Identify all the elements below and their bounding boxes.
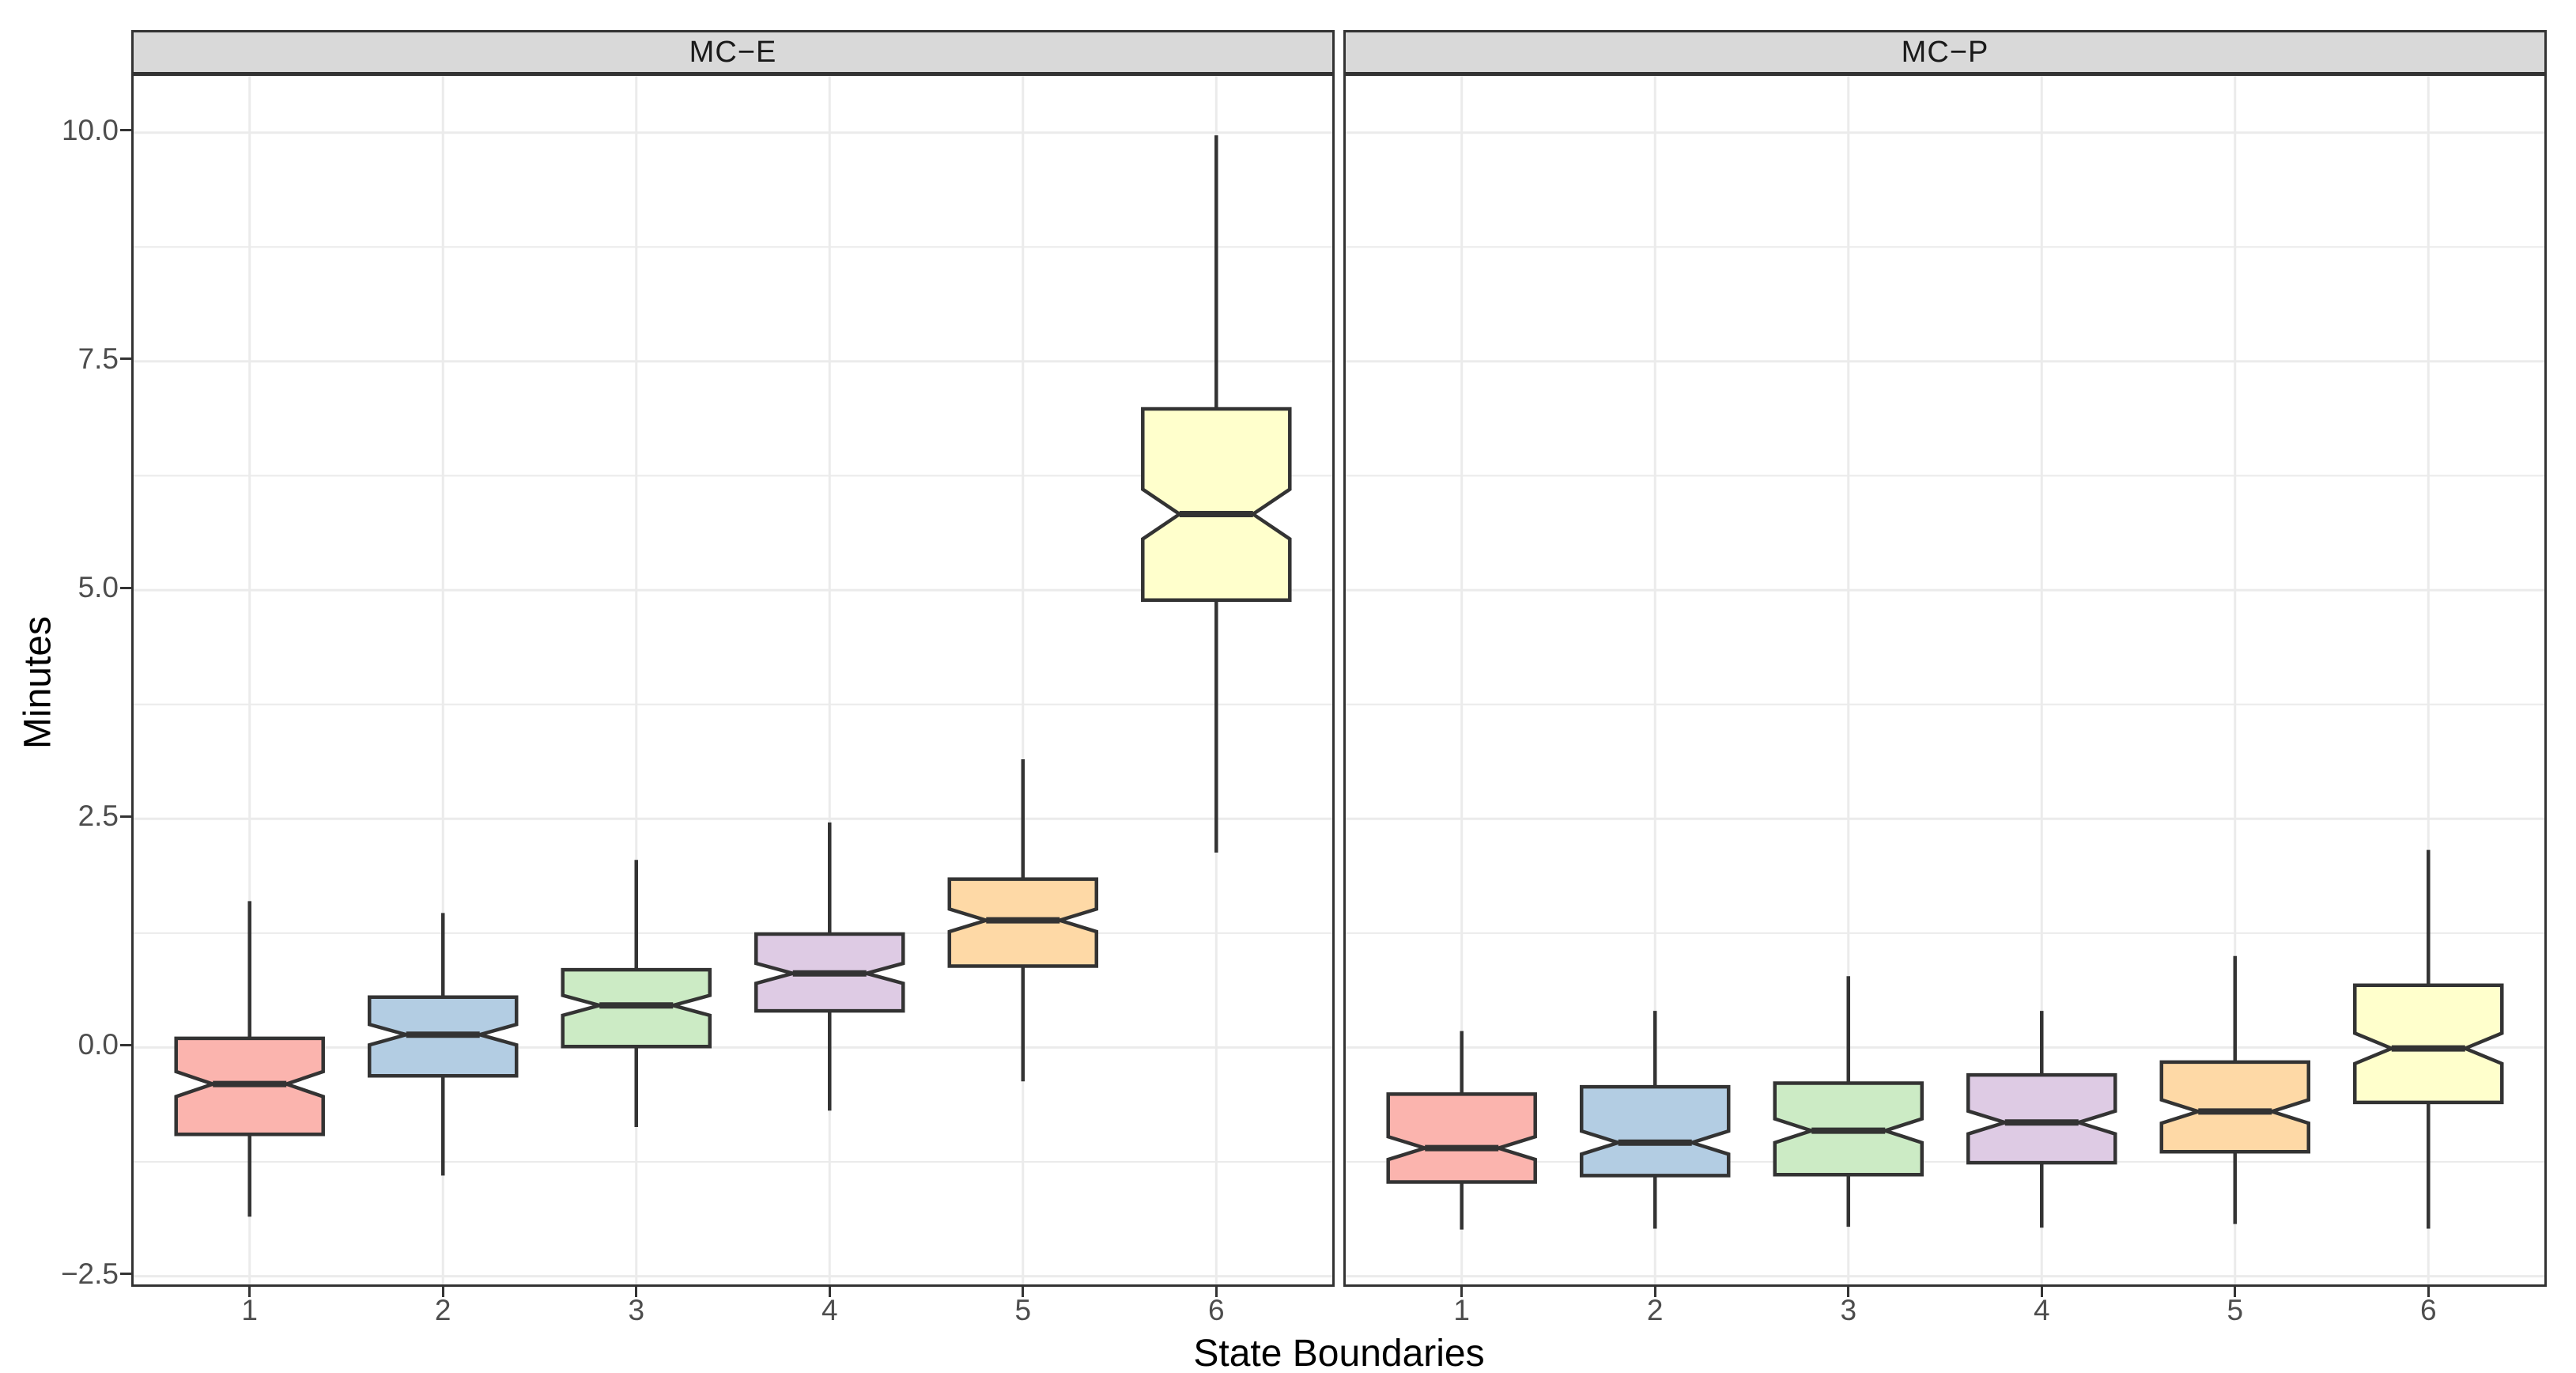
boxplot-box xyxy=(1579,1084,1731,1178)
boxplot-box xyxy=(1141,407,1292,603)
y-tick-mark xyxy=(120,586,131,589)
facet-strip-mc-e: MC−E xyxy=(131,30,1335,74)
x-tick-mark xyxy=(1214,1287,1218,1297)
x-tick-mark xyxy=(1653,1287,1656,1297)
x-tick-mark xyxy=(635,1287,638,1297)
x-tick-label: 6 xyxy=(2419,1294,2437,1326)
y-tick-mark xyxy=(120,1273,131,1276)
y-tick-mark xyxy=(120,129,131,132)
y-tick-mark xyxy=(120,1043,131,1046)
x-tick-label: 5 xyxy=(1014,1294,1032,1326)
y-tick-mark xyxy=(120,815,131,818)
x-tick-mark xyxy=(2040,1287,2043,1297)
boxplot-box xyxy=(2353,983,2504,1105)
x-tick-mark xyxy=(2234,1287,2237,1297)
y-tick-label: 7.5 xyxy=(77,342,119,375)
y-tick-label: 0.0 xyxy=(77,1028,119,1061)
y-tick-mark xyxy=(120,357,131,361)
y-tick-label: 5.0 xyxy=(77,571,119,604)
y-axis-title: Minutes xyxy=(17,615,59,750)
panel-mc-p xyxy=(1343,74,2547,1287)
boxplot-box xyxy=(1386,1092,1537,1184)
x-tick-mark xyxy=(1022,1287,1025,1297)
x-tick-label: 5 xyxy=(2227,1294,2244,1326)
facet-strip-label: MC−P xyxy=(1901,35,1989,69)
x-tick-label: 4 xyxy=(2033,1294,2050,1326)
x-tick-mark xyxy=(441,1287,444,1297)
x-tick-label: 1 xyxy=(1453,1294,1470,1326)
x-tick-label: 2 xyxy=(434,1294,451,1326)
facet-strip-mc-p: MC−P xyxy=(1343,30,2547,74)
y-tick-label: 10.0 xyxy=(61,113,119,146)
x-tick-mark xyxy=(1847,1287,1850,1297)
x-tick-label: 3 xyxy=(1840,1294,1857,1326)
x-tick-label: 2 xyxy=(1646,1294,1664,1326)
y-tick-label: 2.5 xyxy=(77,800,119,833)
x-axis-title: State Boundaries xyxy=(1193,1333,1485,1373)
boxplot-box xyxy=(1966,1072,2117,1165)
x-tick-mark xyxy=(2427,1287,2430,1297)
x-tick-mark xyxy=(828,1287,831,1297)
x-tick-label: 4 xyxy=(821,1294,838,1326)
x-tick-label: 1 xyxy=(241,1294,258,1326)
boxplot-box xyxy=(2159,1060,2311,1154)
facet-strip-label: MC−E xyxy=(689,35,777,69)
x-tick-mark xyxy=(1460,1287,1464,1297)
panel-mc-e xyxy=(131,74,1335,1287)
x-tick-mark xyxy=(248,1287,251,1297)
x-tick-label: 3 xyxy=(628,1294,645,1326)
x-tick-label: 6 xyxy=(1207,1294,1225,1326)
y-tick-label: −2.5 xyxy=(60,1257,119,1290)
